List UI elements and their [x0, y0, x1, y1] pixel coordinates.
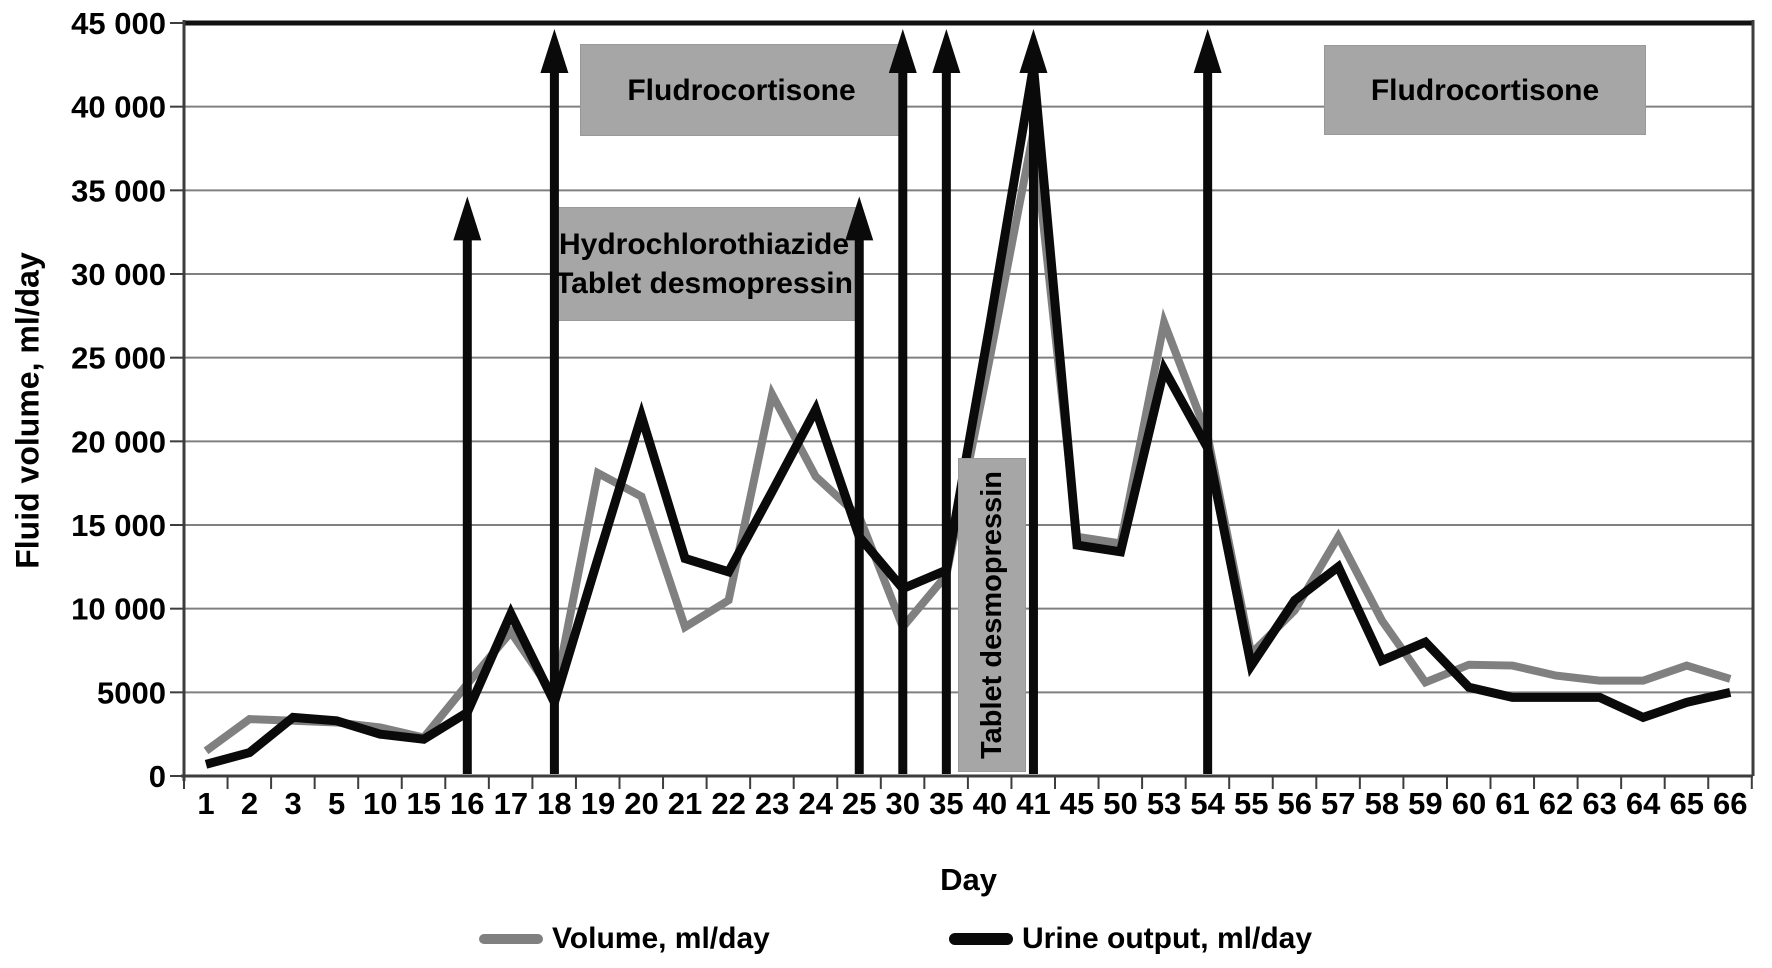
annotation-box-label: Tablet desmopressin — [555, 267, 853, 300]
x-tick-label: 59 — [1408, 786, 1442, 821]
x-tick-label: 64 — [1626, 786, 1661, 821]
x-tick-label: 25 — [842, 786, 876, 821]
x-tick-label: 55 — [1234, 786, 1268, 821]
annotation-box-label: Tablet desmopressin — [975, 471, 1008, 759]
x-tick-label: 2 — [241, 786, 258, 821]
tablet-desmopressin-vertical-box: Tablet desmopressin — [959, 459, 1025, 771]
x-tick-label: 40 — [973, 786, 1007, 821]
hydrochlorothiazide-desmopressin-box: Hydrochlorothiazide Tablet desmopressin — [551, 208, 857, 320]
x-tick-label: 5 — [328, 786, 345, 821]
x-tick-label: 63 — [1582, 786, 1616, 821]
x-tick-label: 3 — [284, 786, 301, 821]
x-tick-label: 62 — [1539, 786, 1573, 821]
x-tick-label: 57 — [1321, 786, 1355, 821]
x-tick-label: 45 — [1060, 786, 1094, 821]
y-tick-label: 15 000 — [71, 508, 166, 543]
fludrocortisone-right-box: Fludrocortisone — [1325, 46, 1645, 134]
y-tick-label: 30 000 — [71, 257, 166, 292]
x-tick-label: 30 — [886, 786, 920, 821]
y-tick-label: 5000 — [97, 675, 166, 710]
y-tick-label: 35 000 — [71, 173, 166, 208]
annotation-box-label: Fludrocortisone — [1370, 73, 1600, 107]
x-tick-label: 23 — [755, 786, 789, 821]
y-tick-label: 20 000 — [71, 424, 166, 459]
x-tick-label: 53 — [1147, 786, 1181, 821]
x-tick-label: 18 — [537, 786, 571, 821]
x-tick-label: 17 — [494, 786, 528, 821]
y-tick-label: 25 000 — [71, 341, 166, 376]
x-tick-label: 60 — [1452, 786, 1486, 821]
urine-output-line — [204, 65, 1732, 769]
x-tick-label: 66 — [1713, 786, 1747, 821]
x-tick-label: 61 — [1495, 786, 1529, 821]
x-tick-label: 21 — [668, 786, 702, 821]
fludrocortisone-left-box: Fludrocortisone — [581, 45, 902, 135]
x-tick-label: 50 — [1103, 786, 1137, 821]
x-tick-label: 16 — [450, 786, 484, 821]
x-tick-label: 10 — [363, 786, 397, 821]
x-tick-label: 24 — [798, 786, 833, 821]
x-tick-label: 20 — [624, 786, 658, 821]
x-tick-label: 41 — [1016, 786, 1050, 821]
x-tick-label: 1 — [197, 786, 214, 821]
x-tick-label: 56 — [1278, 786, 1312, 821]
x-tick-label: 22 — [711, 786, 745, 821]
y-tick-label: 10 000 — [71, 592, 166, 627]
y-tick-label: 45 000 — [71, 6, 166, 41]
x-tick-label: 65 — [1669, 786, 1703, 821]
y-tick-label: 0 — [149, 759, 166, 794]
x-tick-label: 58 — [1365, 786, 1399, 821]
y-tick-label: 40 000 — [71, 90, 166, 125]
x-tick-label: 54 — [1190, 786, 1225, 821]
x-tick-label: 19 — [581, 786, 615, 821]
x-axis-title: Day — [940, 862, 997, 897]
annotation-box-label: Fludrocortisone — [627, 73, 856, 107]
x-tick-label: 15 — [407, 786, 441, 821]
y-axis-title: Fluid volume, ml/day — [9, 252, 46, 569]
x-tick-label: 35 — [929, 786, 963, 821]
annotation-box-label: Hydrochlorothiazide — [558, 228, 850, 261]
